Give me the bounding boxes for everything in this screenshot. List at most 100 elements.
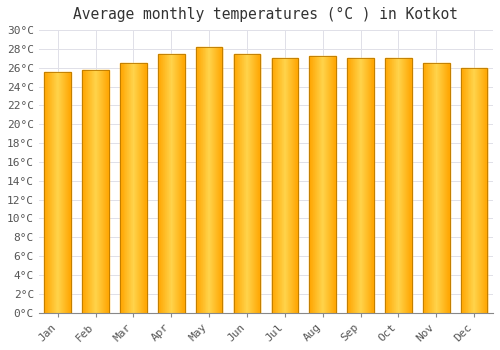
Bar xyxy=(60,71,61,313)
Bar xyxy=(221,47,222,313)
Bar xyxy=(132,63,133,313)
Bar xyxy=(282,58,283,313)
Bar xyxy=(106,70,107,313)
Bar xyxy=(403,58,404,313)
Bar xyxy=(176,54,178,313)
Bar xyxy=(257,54,258,313)
Bar xyxy=(179,54,180,313)
Bar xyxy=(102,70,103,313)
Bar xyxy=(206,47,207,313)
Bar xyxy=(397,58,398,313)
Bar xyxy=(245,54,246,313)
Bar xyxy=(205,47,206,313)
Bar xyxy=(92,70,93,313)
Bar xyxy=(217,47,218,313)
Bar xyxy=(315,56,316,313)
Bar xyxy=(399,58,400,313)
Bar xyxy=(358,58,359,313)
Bar xyxy=(125,63,126,313)
Bar xyxy=(53,71,54,313)
Bar xyxy=(396,58,397,313)
Bar xyxy=(196,47,197,313)
Bar xyxy=(322,56,324,313)
Bar xyxy=(439,63,440,313)
Bar xyxy=(103,70,104,313)
Bar xyxy=(59,71,60,313)
Bar xyxy=(49,71,50,313)
Bar xyxy=(136,63,137,313)
Bar xyxy=(160,54,162,313)
Bar xyxy=(248,54,249,313)
Bar xyxy=(385,58,386,313)
Bar xyxy=(326,56,328,313)
Bar xyxy=(395,58,396,313)
Bar xyxy=(94,70,95,313)
Bar xyxy=(290,58,291,313)
Bar xyxy=(448,63,449,313)
Bar xyxy=(369,58,370,313)
Bar xyxy=(363,58,364,313)
Bar xyxy=(212,47,213,313)
Bar xyxy=(392,58,393,313)
Bar xyxy=(197,47,198,313)
Bar xyxy=(449,63,450,313)
Bar xyxy=(54,71,55,313)
Bar xyxy=(283,58,284,313)
Bar xyxy=(367,58,368,313)
Bar xyxy=(286,58,287,313)
Bar xyxy=(445,63,446,313)
Bar xyxy=(276,58,277,313)
Bar xyxy=(334,56,336,313)
Bar xyxy=(423,63,450,313)
Bar xyxy=(461,68,462,313)
Bar xyxy=(133,63,134,313)
Bar xyxy=(401,58,402,313)
Bar xyxy=(365,58,366,313)
Bar xyxy=(352,58,354,313)
Bar xyxy=(468,68,469,313)
Bar xyxy=(429,63,430,313)
Bar xyxy=(120,63,121,313)
Bar xyxy=(236,54,237,313)
Bar xyxy=(45,71,46,313)
Bar xyxy=(462,68,463,313)
Bar xyxy=(354,58,356,313)
Bar xyxy=(332,56,334,313)
Bar xyxy=(360,58,361,313)
Bar xyxy=(295,58,296,313)
Bar xyxy=(201,47,202,313)
Bar xyxy=(477,68,478,313)
Bar xyxy=(312,56,313,313)
Bar xyxy=(182,54,183,313)
Bar xyxy=(91,70,92,313)
Bar xyxy=(288,58,289,313)
Bar xyxy=(373,58,374,313)
Bar xyxy=(279,58,280,313)
Bar xyxy=(47,71,48,313)
Bar xyxy=(447,63,448,313)
Bar xyxy=(158,54,184,313)
Bar xyxy=(214,47,215,313)
Bar xyxy=(84,70,85,313)
Bar xyxy=(235,54,236,313)
Bar xyxy=(471,68,472,313)
Bar xyxy=(437,63,438,313)
Bar xyxy=(370,58,371,313)
Bar xyxy=(434,63,435,313)
Bar xyxy=(389,58,390,313)
Bar xyxy=(406,58,407,313)
Bar xyxy=(425,63,426,313)
Bar xyxy=(68,71,69,313)
Bar xyxy=(241,54,242,313)
Bar xyxy=(390,58,391,313)
Bar xyxy=(44,71,45,313)
Bar xyxy=(402,58,403,313)
Bar xyxy=(318,56,320,313)
Bar xyxy=(404,58,405,313)
Bar xyxy=(129,63,130,313)
Bar xyxy=(398,58,399,313)
Bar xyxy=(387,58,388,313)
Bar xyxy=(144,63,146,313)
Bar xyxy=(461,68,487,313)
Bar xyxy=(435,63,436,313)
